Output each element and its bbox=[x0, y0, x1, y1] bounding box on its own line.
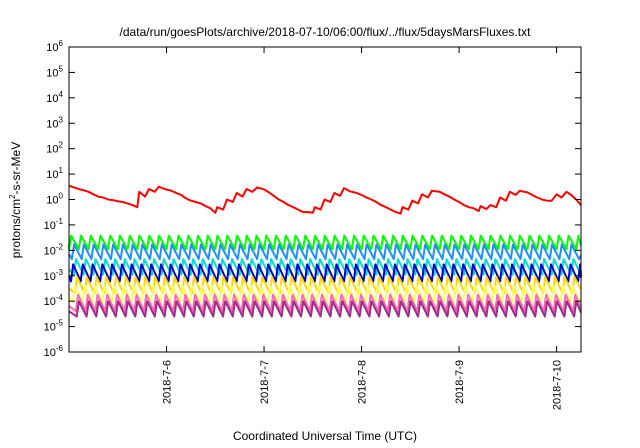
x-axis-title: Coordinated Universal Time (UTC) bbox=[233, 429, 417, 443]
y-axis-title: protons/cm2-s-sr-MeV bbox=[8, 142, 23, 258]
chart-title: /data/run/goesPlots/archive/2018-07-10/0… bbox=[120, 25, 532, 39]
x-tick-label: 2018-7-7 bbox=[259, 360, 271, 404]
series-layer bbox=[68, 184, 582, 318]
y-tick-label: 10-6 bbox=[44, 344, 64, 359]
x-tick-label: 2018-7-10 bbox=[552, 360, 564, 410]
y-tick-label: 101 bbox=[46, 166, 63, 181]
y-tick-label: 102 bbox=[46, 141, 63, 156]
y-tick-label: 10-4 bbox=[44, 293, 64, 308]
y-tick-label: 10-5 bbox=[44, 319, 64, 334]
y-axis: 10-6 10-5 10-4 10-3 10-2 10-1 100 101 102 103 104 1… bbox=[44, 39, 581, 359]
y-tick-label: 100 bbox=[46, 192, 63, 207]
series-line-6 bbox=[68, 275, 582, 295]
y-axis-title-rest: -s-sr-MeV bbox=[9, 142, 23, 195]
series-line-9 bbox=[68, 300, 582, 318]
series-line-4 bbox=[68, 258, 582, 276]
y-axis-title-base: protons/cm bbox=[9, 199, 23, 258]
y-tick-label: 10-1 bbox=[44, 217, 64, 232]
y-tick-label: 10-3 bbox=[44, 268, 64, 283]
series-line-1 bbox=[68, 184, 582, 215]
series-line-8 bbox=[68, 293, 582, 313]
series-line-5 bbox=[68, 263, 582, 283]
x-tick-label: 2018-7-8 bbox=[357, 360, 369, 404]
y-tick-label: 10-2 bbox=[44, 242, 64, 257]
series-line-7 bbox=[68, 284, 582, 304]
x-axis: 2018-7-6 2018-7-7 2018-7-8 2018-7-9 2018-7-1… bbox=[162, 47, 564, 410]
x-tick-label: 2018-7-6 bbox=[162, 360, 174, 404]
y-tick-label: 105 bbox=[46, 64, 63, 79]
y-tick-label: 103 bbox=[46, 115, 63, 130]
y-axis-title-sup: 2 bbox=[8, 194, 17, 199]
y-tick-label: 106 bbox=[46, 39, 63, 54]
series-line-3 bbox=[68, 243, 582, 261]
x-tick-label: 2018-7-9 bbox=[454, 360, 466, 404]
series-line-2 bbox=[68, 234, 582, 251]
y-tick-label: 104 bbox=[46, 90, 63, 105]
